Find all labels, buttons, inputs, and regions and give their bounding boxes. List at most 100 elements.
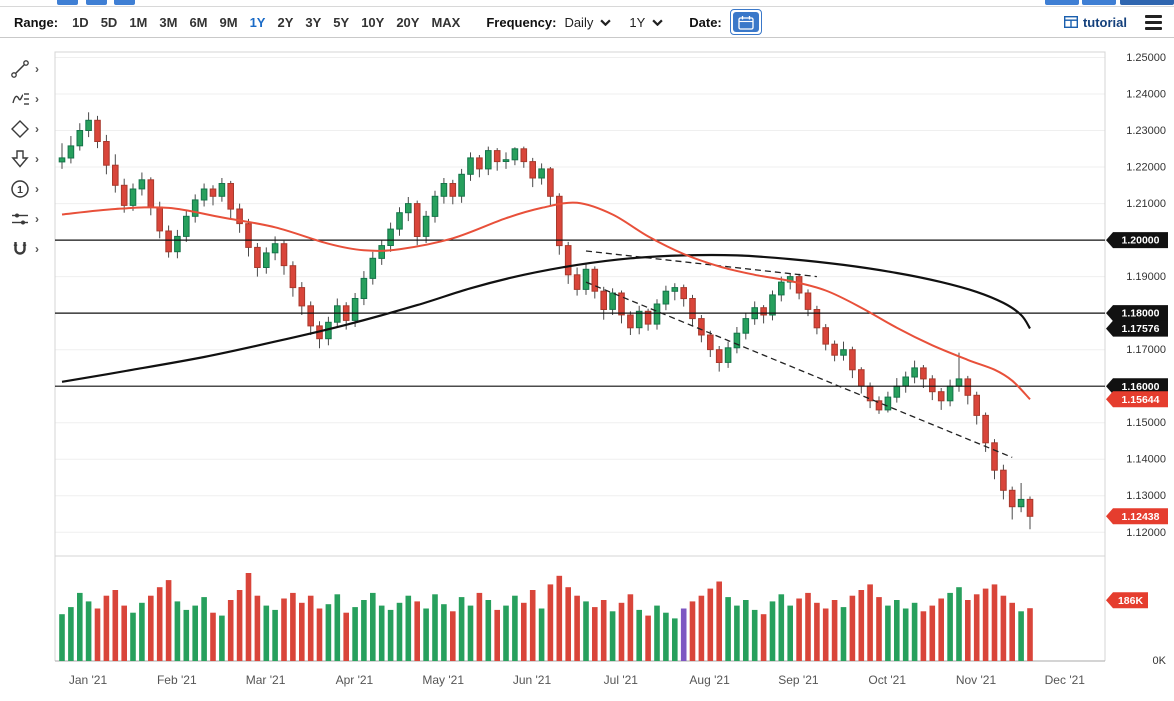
svg-text:1.19000: 1.19000 xyxy=(1126,271,1166,283)
ma-slow-line xyxy=(61,253,1031,383)
svg-text:0K: 0K xyxy=(1153,655,1167,667)
magnet-icon xyxy=(13,242,27,255)
chevron-right-icon[interactable]: › xyxy=(35,182,39,196)
svg-text:186K: 186K xyxy=(1118,595,1144,607)
svg-text:1.22000: 1.22000 xyxy=(1126,162,1166,174)
date-picker-button[interactable] xyxy=(729,9,762,35)
svg-text:Sep '21: Sep '21 xyxy=(778,673,819,687)
svg-text:Jun '21: Jun '21 xyxy=(513,673,552,687)
svg-text:1.25000: 1.25000 xyxy=(1126,52,1166,64)
y-axis: 1.25000 1.24000 1.23000 1.22000 1.21000 1.200… xyxy=(1106,52,1168,667)
range-option-3y[interactable]: 3Y xyxy=(305,14,322,30)
tutorial-grid-icon xyxy=(1063,16,1078,28)
chevron-right-icon[interactable]: › xyxy=(35,92,39,106)
horizontal-price-lines[interactable] xyxy=(55,239,1105,387)
svg-text:1.16000: 1.16000 xyxy=(1122,381,1160,393)
svg-text:Jul '21: Jul '21 xyxy=(604,673,639,687)
svg-text:1.17000: 1.17000 xyxy=(1126,344,1166,356)
cutoff-button[interactable] xyxy=(57,0,78,5)
chevron-right-icon[interactable]: › xyxy=(35,212,39,226)
range-option-20y[interactable]: 20Y xyxy=(396,14,420,30)
tutorial-button[interactable]: tutorial xyxy=(1063,14,1127,30)
x-axis: Jan '21 Feb '21 Mar '21 Apr '21 May '21 Jun '… xyxy=(69,673,1085,687)
range-option-5d[interactable]: 5D xyxy=(100,14,118,30)
range-option-5y[interactable]: 5Y xyxy=(333,14,350,30)
cutoff-button[interactable] xyxy=(86,0,107,5)
range-label: Range: xyxy=(14,14,59,30)
trendline-icon xyxy=(11,60,29,78)
annotation-1-icon: 1 xyxy=(11,180,29,198)
svg-text:1.20000: 1.20000 xyxy=(1122,235,1160,247)
cutoff-button[interactable] xyxy=(1082,0,1116,5)
range-option-3m[interactable]: 3M xyxy=(159,14,178,30)
svg-text:Oct '21: Oct '21 xyxy=(868,673,906,687)
chevron-right-icon[interactable]: › xyxy=(35,152,39,166)
period-value: 1Y xyxy=(629,14,646,30)
svg-text:Apr '21: Apr '21 xyxy=(336,673,374,687)
svg-text:1: 1 xyxy=(17,184,23,196)
svg-text:1.12000: 1.12000 xyxy=(1126,527,1166,539)
svg-text:1.23000: 1.23000 xyxy=(1126,125,1166,137)
chevron-right-icon[interactable]: › xyxy=(35,122,39,136)
shapes-tool[interactable]: › xyxy=(0,114,52,144)
svg-text:1.14000: 1.14000 xyxy=(1126,454,1166,466)
price-gridlines xyxy=(55,57,1105,533)
volume-bars xyxy=(59,573,1033,661)
svg-text:1.17576: 1.17576 xyxy=(1122,323,1160,335)
chevron-right-icon[interactable]: › xyxy=(35,242,39,256)
chart-frame xyxy=(54,51,1106,662)
frequency-dropdown[interactable]: Daily xyxy=(564,14,612,30)
period-dropdown[interactable]: 1Y xyxy=(629,15,663,30)
chevron-down-icon xyxy=(652,19,663,26)
chart-toolbar: Range: 1D 5D 1M 3M 6M 9M 1Y 2Y 3Y 5Y 10Y 20Y MAX Fre… xyxy=(0,6,1174,38)
arrow-icon xyxy=(11,150,29,168)
svg-text:Jan '21: Jan '21 xyxy=(69,673,108,687)
menu-icon[interactable] xyxy=(1143,13,1164,32)
trendlines[interactable] xyxy=(585,250,1013,459)
svg-text:1.12438: 1.12438 xyxy=(1122,511,1160,523)
range-option-9m[interactable]: 9M xyxy=(219,14,238,30)
range-option-1d[interactable]: 1D xyxy=(72,14,89,30)
range-option-6m[interactable]: 6M xyxy=(189,14,208,30)
annotation-1-tool[interactable]: 1 › xyxy=(0,174,52,204)
chevron-down-icon xyxy=(600,19,612,26)
range-option-10y[interactable]: 10Y xyxy=(361,14,385,30)
cutoff-button[interactable] xyxy=(1120,0,1174,5)
indicators-tool[interactable]: › xyxy=(0,84,52,114)
shapes-icon xyxy=(11,120,29,138)
svg-text:May '21: May '21 xyxy=(422,673,464,687)
svg-text:Dec '21: Dec '21 xyxy=(1045,673,1086,687)
chevron-right-icon[interactable]: › xyxy=(35,62,39,76)
ma-fast-line xyxy=(61,201,1031,400)
svg-text:Mar '21: Mar '21 xyxy=(246,673,286,687)
drawing-tools-sidebar: › › › › 1 › › › xyxy=(0,54,52,264)
trendline-tool[interactable]: › xyxy=(0,54,52,84)
svg-text:Aug '21: Aug '21 xyxy=(689,673,730,687)
range-options: 1D 5D 1M 3M 6M 9M 1Y 2Y 3Y 5Y 10Y 20Y MAX xyxy=(66,15,466,30)
magnet-tool[interactable]: › xyxy=(0,234,52,264)
cutoff-button[interactable] xyxy=(1045,0,1079,5)
range-option-1m[interactable]: 1M xyxy=(129,14,148,30)
svg-text:1.13000: 1.13000 xyxy=(1126,490,1166,502)
measure-icon xyxy=(12,213,28,225)
measure-tool[interactable]: › xyxy=(0,204,52,234)
svg-text:Feb '21: Feb '21 xyxy=(157,673,197,687)
svg-text:1.18000: 1.18000 xyxy=(1122,308,1160,320)
svg-text:1.21000: 1.21000 xyxy=(1126,198,1166,210)
svg-text:Nov '21: Nov '21 xyxy=(956,673,997,687)
date-label: Date: xyxy=(689,14,722,30)
range-option-max[interactable]: MAX xyxy=(431,14,461,30)
svg-text:1.15000: 1.15000 xyxy=(1126,417,1166,429)
indicators-icon xyxy=(12,93,29,105)
range-option-1y[interactable]: 1Y xyxy=(249,14,266,30)
tutorial-label: tutorial xyxy=(1082,14,1127,30)
frequency-value: Daily xyxy=(564,14,594,30)
range-option-2y[interactable]: 2Y xyxy=(277,14,294,30)
candlestick-series xyxy=(58,112,1034,530)
arrow-tool[interactable]: › xyxy=(0,144,52,174)
svg-text:1.24000: 1.24000 xyxy=(1126,89,1166,101)
cutoff-button[interactable] xyxy=(114,0,135,5)
svg-text:1.15644: 1.15644 xyxy=(1122,394,1160,406)
